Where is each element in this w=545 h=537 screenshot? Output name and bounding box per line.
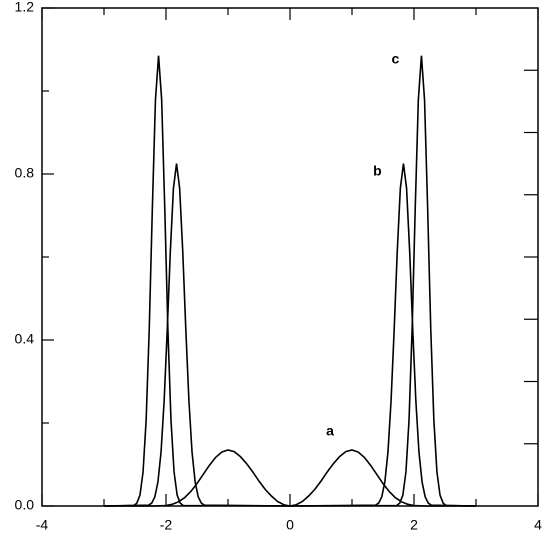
series-label: a: [326, 423, 334, 439]
series-label: b: [373, 162, 382, 178]
y-tick-label: 0.0: [15, 497, 35, 513]
y-tick-label: 1.2: [15, 0, 35, 15]
y-tick-label: 0.8: [15, 165, 35, 181]
x-tick-label: -2: [160, 517, 173, 533]
series-line: [103, 55, 477, 507]
x-tick-label: 4: [534, 517, 542, 533]
plot-frame: [41, 7, 539, 507]
x-tick-label: -4: [36, 517, 49, 533]
x-tick-label: 0: [286, 517, 294, 533]
y-tick-label: 0.4: [15, 331, 35, 347]
series-label: c: [392, 50, 400, 66]
x-tick-label: 2: [410, 517, 418, 533]
series-line: [103, 163, 477, 507]
